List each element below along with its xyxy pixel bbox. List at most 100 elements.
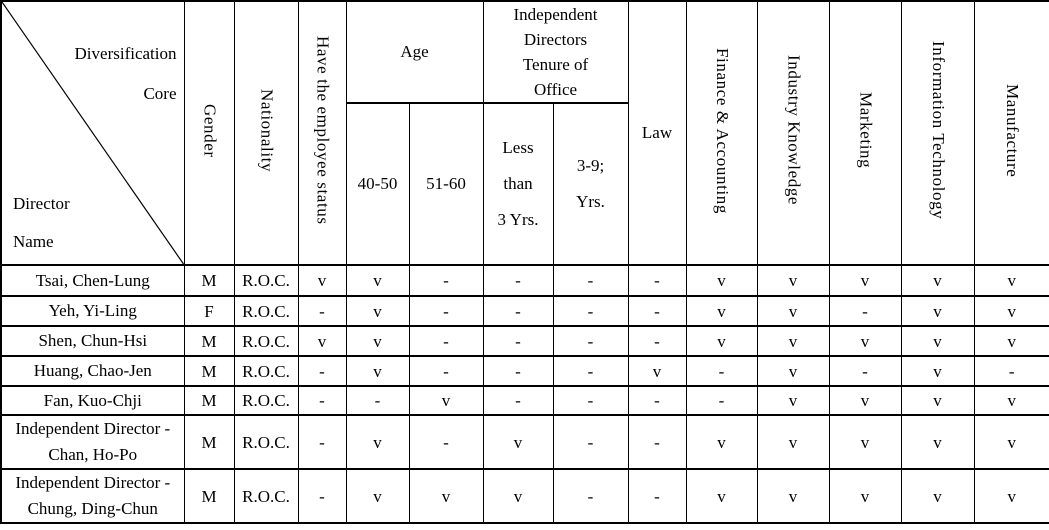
value-cell-tenure-3-9: -	[552, 355, 629, 387]
value-cell-manufacture: -	[973, 355, 1049, 387]
value-cell-marketing: -	[828, 355, 902, 387]
col-header-gender: Gender	[183, 0, 235, 266]
value-cell-age-51-60: -	[408, 325, 484, 357]
value-cell-information-technology: v	[900, 355, 975, 387]
col-header-tenure-3-9: 3-9; Yrs.	[552, 102, 629, 266]
value-cell-nationality: R.O.C.	[233, 295, 299, 327]
value-cell-marketing: v	[828, 264, 902, 297]
table-row: Yeh, Yi-Ling F R.O.C. - v - - - - v v - …	[0, 295, 1049, 327]
corner-header-cell: Diversification Core Director Name	[0, 0, 185, 266]
director-name-cell: Independent Director - Chung, Ding-Chun	[0, 468, 185, 524]
table-row: Shen, Chun-Hsi M R.O.C. v v - - - - v v …	[0, 325, 1049, 357]
value-cell-finance-accounting: v	[685, 264, 758, 297]
value-cell-nationality: R.O.C.	[233, 468, 299, 524]
value-cell-tenure-less-3: -	[482, 385, 554, 416]
value-cell-law: -	[627, 414, 687, 470]
col-header-tenure-less-3: Less than 3 Yrs.	[482, 102, 554, 266]
value-cell-law: -	[627, 264, 687, 297]
value-cell-age-40-50: v	[345, 264, 410, 297]
value-cell-information-technology: v	[900, 385, 975, 416]
value-cell-tenure-less-3: v	[482, 414, 554, 470]
value-cell-nationality: R.O.C.	[233, 385, 299, 416]
director-name-cell: Huang, Chao-Jen	[0, 355, 185, 387]
value-cell-gender: M	[183, 355, 235, 387]
value-cell-law: -	[627, 385, 687, 416]
col-header-industry-knowledge-label: Industry Knowledge	[784, 55, 804, 206]
value-cell-employee-status: -	[297, 385, 347, 416]
value-cell-gender: M	[183, 385, 235, 416]
value-cell-industry-knowledge: v	[756, 414, 830, 470]
value-cell-tenure-3-9: -	[552, 414, 629, 470]
value-cell-manufacture: v	[973, 264, 1049, 297]
col-header-manufacture: Manufacture	[973, 0, 1049, 266]
table-header: Diversification Core Director Name Gende…	[0, 0, 1049, 266]
value-cell-finance-accounting: v	[685, 468, 758, 524]
value-cell-employee-status: -	[297, 414, 347, 470]
col-header-manufacture-label: Manufacture	[1003, 83, 1023, 178]
value-cell-gender: M	[183, 468, 235, 524]
value-cell-age-51-60: -	[408, 264, 484, 297]
value-cell-nationality: R.O.C.	[233, 355, 299, 387]
value-cell-manufacture: v	[973, 325, 1049, 357]
value-cell-age-51-60: -	[408, 295, 484, 327]
value-cell-tenure-less-3: v	[482, 468, 554, 524]
value-cell-information-technology: v	[900, 295, 975, 327]
value-cell-employee-status: v	[297, 264, 347, 297]
table-body: Tsai, Chen-Lung M R.O.C. v v - - - - v v…	[0, 264, 1049, 524]
value-cell-gender: M	[183, 325, 235, 357]
value-cell-employee-status: -	[297, 295, 347, 327]
header-row-top: Diversification Core Director Name Gende…	[0, 0, 1049, 266]
col-header-finance-accounting: Finance & Accounting	[685, 0, 758, 266]
col-header-marketing: Marketing	[828, 0, 902, 266]
value-cell-nationality: R.O.C.	[233, 264, 299, 297]
value-cell-information-technology: v	[900, 414, 975, 470]
value-cell-marketing: v	[828, 325, 902, 357]
value-cell-law: -	[627, 325, 687, 357]
director-name-cell: Shen, Chun-Hsi	[0, 325, 185, 357]
value-cell-marketing: v	[828, 385, 902, 416]
value-cell-age-51-60: v	[408, 385, 484, 416]
director-name-cell: Fan, Kuo-Chji	[0, 385, 185, 416]
value-cell-finance-accounting: v	[685, 295, 758, 327]
value-cell-manufacture: v	[973, 385, 1049, 416]
value-cell-age-40-50: v	[345, 468, 410, 524]
value-cell-age-51-60: -	[408, 355, 484, 387]
value-cell-gender: F	[183, 295, 235, 327]
value-cell-tenure-less-3: -	[482, 355, 554, 387]
col-header-finance-accounting-label: Finance & Accounting	[712, 47, 732, 214]
director-name-cell: Yeh, Yi-Ling	[0, 295, 185, 327]
value-cell-age-40-50: v	[345, 414, 410, 470]
value-cell-industry-knowledge: v	[756, 264, 830, 297]
col-header-gender-label: Gender	[200, 103, 220, 158]
col-header-nationality-label: Nationality	[257, 88, 277, 173]
col-header-age-40-50: 40-50	[345, 102, 410, 266]
value-cell-employee-status: -	[297, 468, 347, 524]
value-cell-law: -	[627, 468, 687, 524]
value-cell-age-40-50: v	[345, 325, 410, 357]
value-cell-finance-accounting: -	[685, 385, 758, 416]
director-name-cell: Independent Director - Chan, Ho-Po	[0, 414, 185, 470]
col-header-information-technology: Information Technology	[900, 0, 975, 266]
value-cell-marketing: v	[828, 468, 902, 524]
table-row: Huang, Chao-Jen M R.O.C. - v - - - v - v…	[0, 355, 1049, 387]
value-cell-age-40-50: v	[345, 295, 410, 327]
value-cell-law: v	[627, 355, 687, 387]
value-cell-employee-status: -	[297, 355, 347, 387]
value-cell-age-51-60: -	[408, 414, 484, 470]
value-cell-tenure-less-3: -	[482, 264, 554, 297]
value-cell-tenure-less-3: -	[482, 325, 554, 357]
value-cell-tenure-less-3: -	[482, 295, 554, 327]
col-header-law: Law	[627, 0, 687, 266]
value-cell-nationality: R.O.C.	[233, 325, 299, 357]
corner-diversification-core-label: Diversification Core	[74, 44, 177, 103]
table-row: Fan, Kuo-Chji M R.O.C. - - v - - - - v v…	[0, 385, 1049, 416]
col-header-nationality: Nationality	[233, 0, 299, 266]
value-cell-marketing: -	[828, 295, 902, 327]
col-header-employee-status: Have the employee status	[297, 0, 347, 266]
table-row: Independent Director - Chan, Ho-Po M R.O…	[0, 414, 1049, 470]
value-cell-manufacture: v	[973, 295, 1049, 327]
value-cell-finance-accounting: v	[685, 414, 758, 470]
value-cell-finance-accounting: -	[685, 355, 758, 387]
value-cell-gender: M	[183, 264, 235, 297]
